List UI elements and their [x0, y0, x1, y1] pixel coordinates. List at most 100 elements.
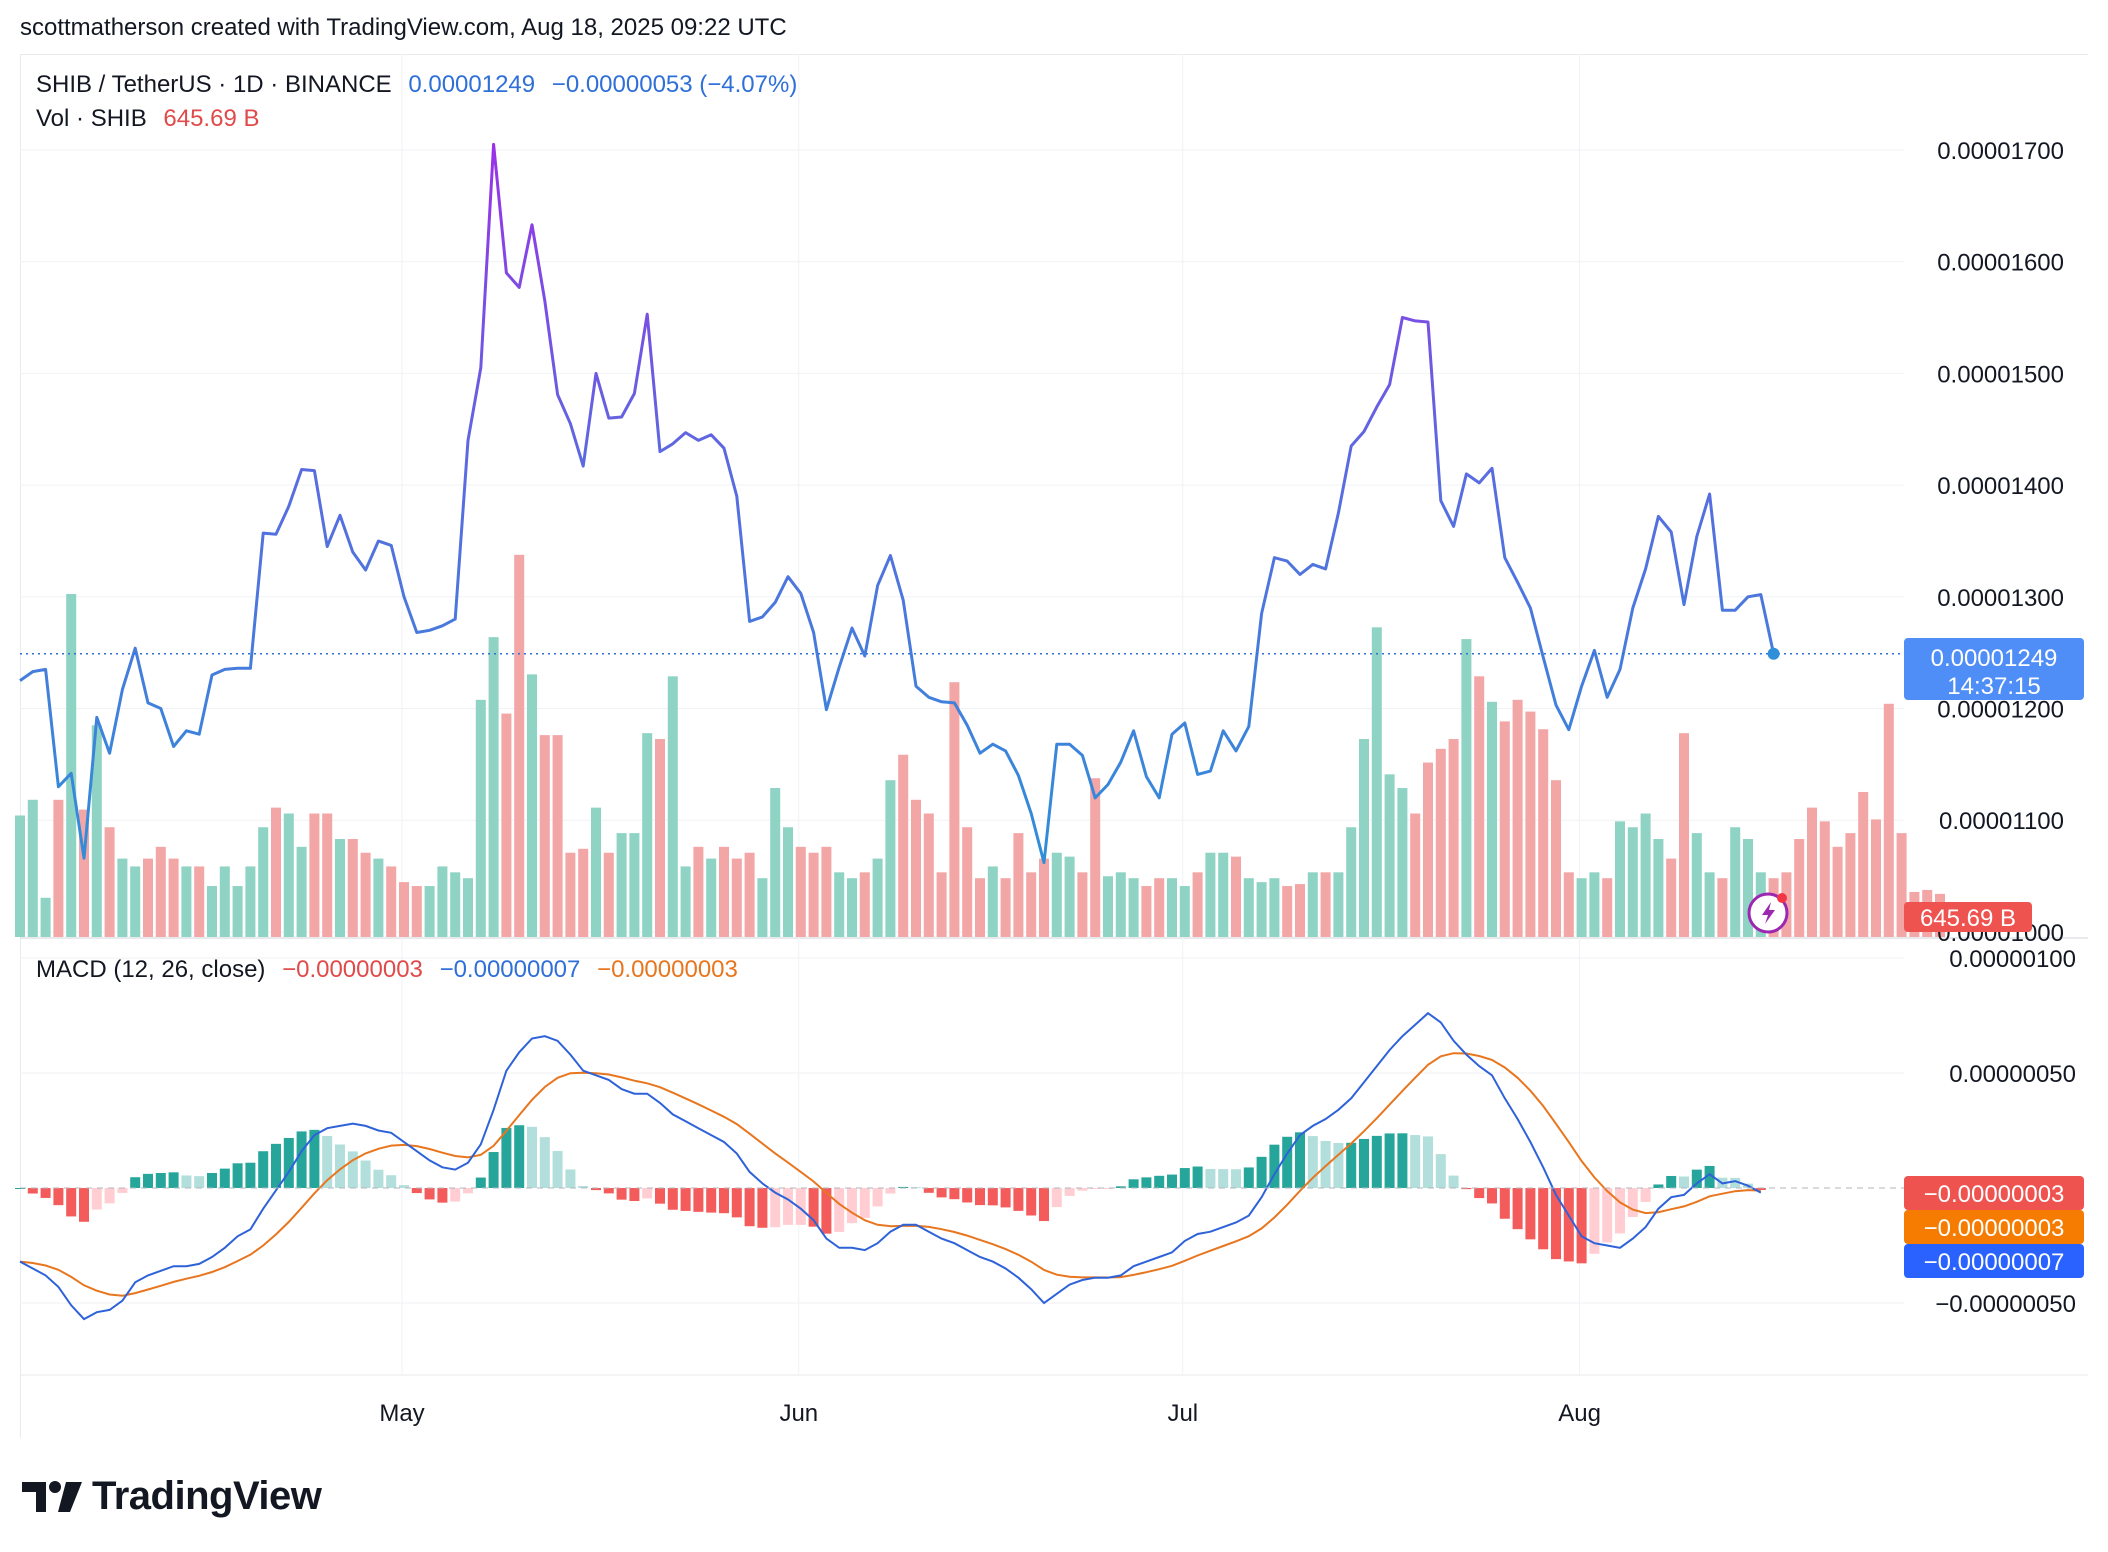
- macd-histogram-bar: [719, 1188, 729, 1214]
- volume-bar: [1397, 788, 1408, 937]
- volume-bar: [1704, 872, 1715, 937]
- volume-bar: [1423, 762, 1433, 937]
- macd-histogram-bar: [514, 1125, 525, 1188]
- volume-bar: [1717, 878, 1728, 937]
- macd-histogram-bar: [1192, 1166, 1203, 1188]
- macd-histogram-bar: [1448, 1175, 1459, 1188]
- volume-bar: [1179, 886, 1190, 937]
- volume-bar: [207, 886, 217, 937]
- macd-histogram-bar: [1154, 1175, 1165, 1188]
- volume-bar: [1589, 872, 1600, 937]
- macd-histogram-bar: [783, 1188, 793, 1225]
- macd-histogram-bar: [1371, 1135, 1382, 1188]
- grid-lines: [20, 54, 2088, 1376]
- volume-bar: [1269, 878, 1280, 937]
- volume-bar: [1218, 852, 1229, 937]
- macd-histogram-bar: [552, 1151, 563, 1188]
- volume-bar: [1832, 846, 1843, 937]
- macd-histogram-bar: [603, 1188, 614, 1194]
- volume-bar: [143, 858, 153, 937]
- volume-bar: [1896, 833, 1907, 937]
- macd-hist-badge: [1904, 1176, 2084, 1210]
- macd-histogram-bar: [975, 1188, 985, 1206]
- macd-histogram-bar: [1013, 1188, 1024, 1211]
- macd-histogram-bar: [885, 1188, 896, 1194]
- macd-histogram-bar: [168, 1172, 179, 1188]
- macd-histogram-bar: [1269, 1144, 1280, 1188]
- volume-bar: [117, 858, 128, 937]
- macd-histogram-bar: [1602, 1188, 1613, 1243]
- volume-bar: [309, 813, 320, 937]
- macd-histogram-bar: [1256, 1156, 1267, 1188]
- tradingview-logo[interactable]: TradingView: [22, 1474, 322, 1519]
- macd-histogram-bar: [1576, 1188, 1587, 1264]
- volume-bar: [783, 827, 793, 937]
- macd-histogram-bar: [335, 1144, 345, 1188]
- volume-bar: [130, 866, 141, 937]
- macd-histogram-bar: [1384, 1133, 1395, 1188]
- macd-histogram-bar: [1064, 1188, 1075, 1196]
- macd-histogram-bar: [808, 1188, 819, 1227]
- volume-bar: [1333, 872, 1344, 937]
- macd-histogram-bar: [1051, 1188, 1062, 1208]
- volume-bar: [885, 780, 896, 937]
- volume-bar: [1231, 856, 1241, 937]
- macd-histogram-bar: [143, 1173, 153, 1188]
- price-tick-label: 0.00001200: [1937, 697, 2064, 724]
- macd-histogram-bar: [1359, 1138, 1369, 1188]
- macd-histogram-bar: [898, 1186, 909, 1188]
- macd-histogram-bar: [117, 1188, 128, 1193]
- volume-bar: [53, 799, 64, 937]
- volume-bar: [1000, 878, 1011, 937]
- volume-bar: [616, 833, 627, 937]
- macd-histogram-bar: [1538, 1188, 1549, 1250]
- macd-histogram-bar: [219, 1168, 230, 1188]
- volume-bar: [91, 725, 102, 937]
- volume-bar: [232, 886, 243, 937]
- volume-bar: [1128, 878, 1139, 937]
- volume-bar: [923, 813, 934, 937]
- macd-histogram-bar: [309, 1129, 320, 1188]
- volume-bar: [1819, 821, 1830, 937]
- macd-histogram-bar: [1039, 1188, 1049, 1222]
- volume-bar: [591, 807, 601, 937]
- macd-label[interactable]: MACD (12, 26, close): [36, 956, 266, 983]
- volume-bar: [1551, 780, 1561, 937]
- volume-bar: [1282, 886, 1293, 937]
- lightning-icon[interactable]: [1747, 892, 1789, 934]
- macd-histogram-bar: [936, 1188, 947, 1198]
- volume-bar: [1307, 872, 1318, 937]
- volume-bar: [962, 827, 973, 937]
- brand-name: TradingView: [92, 1474, 322, 1518]
- volume-bar: [770, 788, 781, 937]
- macd-histogram-bar: [1333, 1142, 1344, 1188]
- volume-bar: [437, 866, 448, 937]
- volume-bar: [936, 872, 947, 937]
- macd-histogram-bar: [1666, 1175, 1677, 1188]
- volume-bar: [1627, 827, 1638, 937]
- volume-bars: [15, 554, 1945, 937]
- volume-bar: [975, 878, 985, 937]
- volume-bar: [1320, 872, 1331, 937]
- macd-histogram-bar: [565, 1169, 576, 1188]
- time-tick-label: Jun: [779, 1400, 818, 1427]
- volume-label[interactable]: Vol · SHIB: [36, 105, 147, 132]
- symbol-label[interactable]: SHIB / TetherUS · 1D · BINANCE: [36, 71, 392, 98]
- volume-bar: [1563, 872, 1574, 937]
- macd-histogram-bar: [616, 1188, 627, 1200]
- volume-bar: [335, 839, 345, 937]
- volume-bar: [155, 846, 166, 937]
- volume-bar: [66, 594, 77, 937]
- volume-bar: [642, 733, 653, 937]
- volume-bar: [373, 858, 384, 937]
- volume-bar: [808, 852, 819, 937]
- macd-histogram-bar: [1141, 1177, 1152, 1188]
- macd-histogram-bar: [424, 1188, 435, 1200]
- volume-bar: [1051, 852, 1062, 937]
- volume-bar: [706, 858, 717, 937]
- volume-bar: [987, 866, 998, 937]
- macd-histogram-bar: [539, 1137, 550, 1188]
- volume-bar: [1256, 882, 1267, 937]
- macd-histogram-bar: [1179, 1168, 1190, 1188]
